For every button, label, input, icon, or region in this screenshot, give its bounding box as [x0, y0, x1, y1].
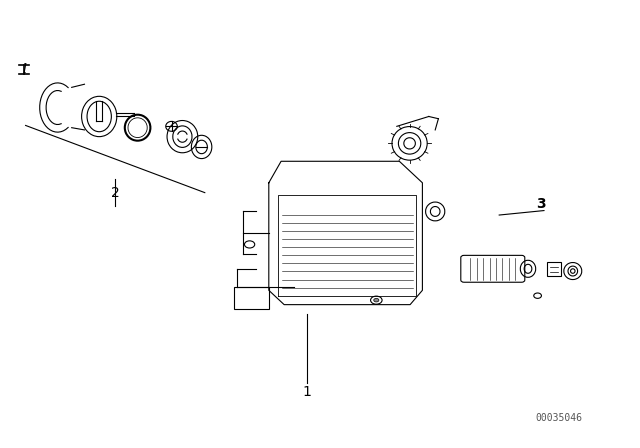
- Text: l: l: [22, 63, 26, 76]
- Bar: [547, 262, 561, 276]
- Text: 00035046: 00035046: [536, 414, 582, 423]
- Text: 3: 3: [536, 197, 546, 211]
- Bar: [234, 287, 269, 309]
- Text: 2: 2: [111, 186, 120, 200]
- Circle shape: [371, 296, 382, 304]
- Text: 1: 1: [303, 385, 312, 399]
- Circle shape: [374, 298, 379, 302]
